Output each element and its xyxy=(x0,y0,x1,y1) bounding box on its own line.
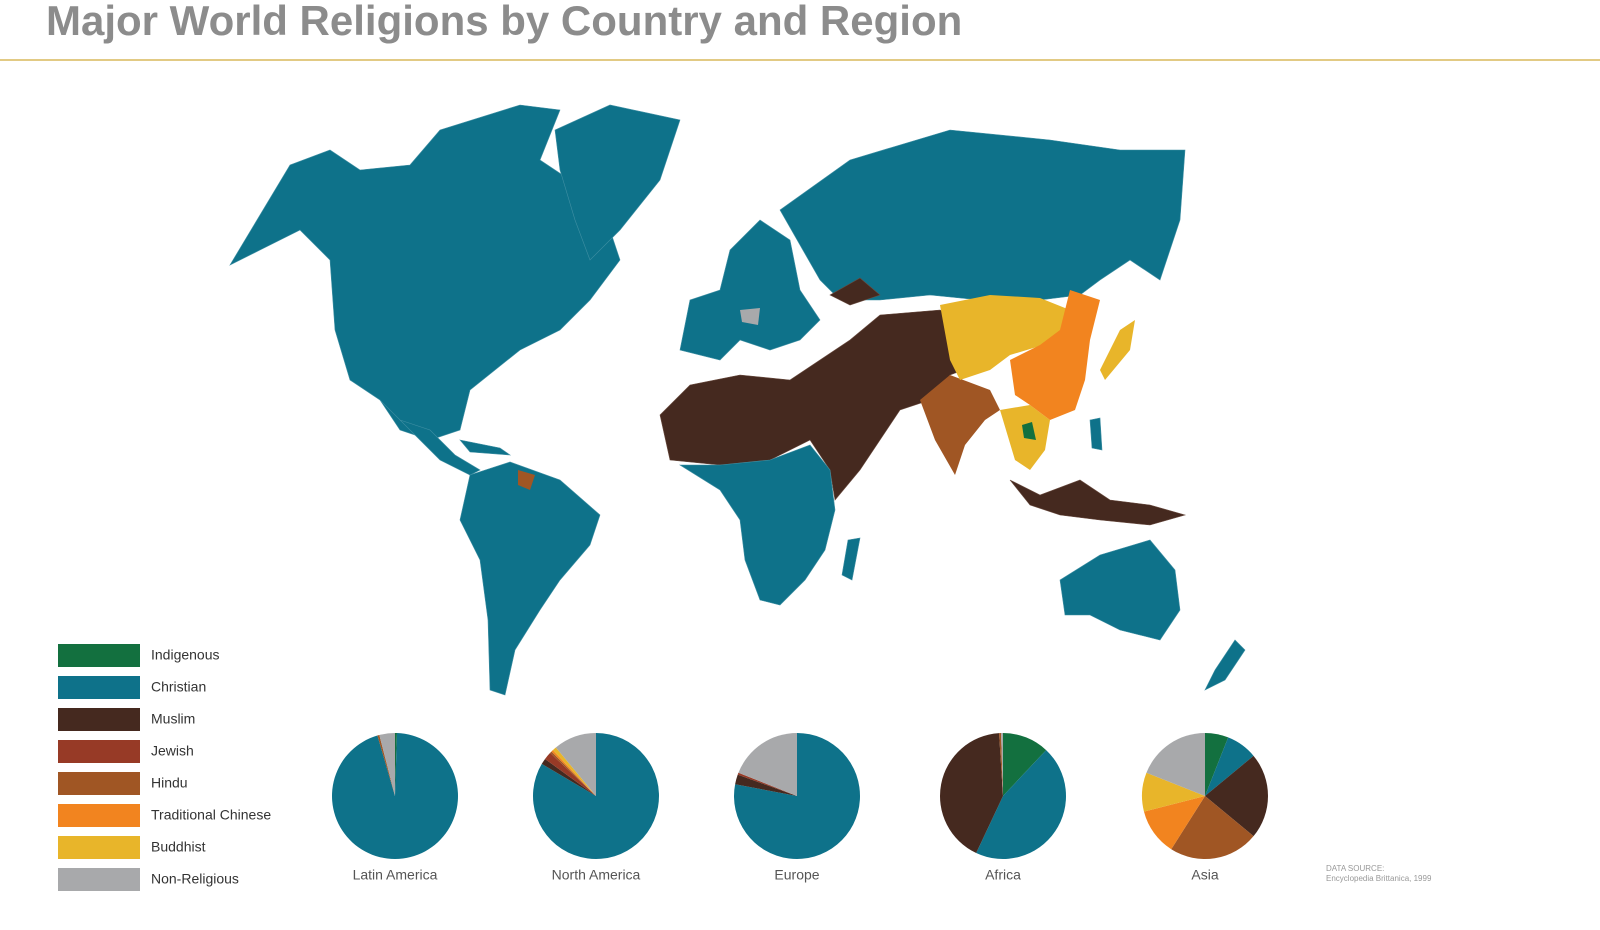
legend-label: Jewish xyxy=(151,743,194,759)
legend: Indigenous Christian Muslim Jewish Hindu Trad… xyxy=(58,644,271,891)
pie-slice xyxy=(1143,796,1205,850)
source-text: Encyclopedia Brittanica, 1999 xyxy=(1326,874,1432,883)
pie-label: North America xyxy=(552,867,641,883)
japan xyxy=(1100,320,1135,380)
indonesia xyxy=(1009,479,1187,526)
pie-slice xyxy=(1205,755,1269,837)
title: Major World Religions by Country and Reg… xyxy=(46,0,962,44)
legend-label: Christian xyxy=(151,679,206,695)
pie-slice xyxy=(1171,796,1254,859)
pie-slice xyxy=(545,752,596,796)
world-map xyxy=(229,104,1246,696)
europe xyxy=(679,219,821,361)
czechia xyxy=(740,308,760,325)
new-zealand xyxy=(1204,639,1246,691)
africa xyxy=(678,444,836,606)
caribbean xyxy=(459,439,512,456)
pie-slice xyxy=(541,758,596,796)
legend-swatch xyxy=(58,836,140,859)
legend-label: Traditional Chinese xyxy=(151,807,271,823)
pie-slice xyxy=(1142,772,1205,812)
legend-swatch xyxy=(58,676,140,699)
pie-slice xyxy=(395,733,397,796)
legend-label: Buddhist xyxy=(151,839,206,855)
pie-slice xyxy=(1205,733,1229,796)
south-america xyxy=(459,461,601,696)
india xyxy=(920,375,1000,475)
philippines xyxy=(1089,417,1103,451)
russia xyxy=(779,129,1186,301)
legend-swatch xyxy=(58,804,140,827)
pie-label: Africa xyxy=(985,867,1021,883)
laos xyxy=(1022,422,1036,440)
pie-slice xyxy=(735,774,797,796)
legend-label: Muslim xyxy=(151,711,195,727)
north-america xyxy=(229,104,621,441)
pie-slice xyxy=(940,733,1003,854)
pie-slice xyxy=(1001,733,1003,796)
legend-swatch xyxy=(58,740,140,763)
pie-label: Asia xyxy=(1191,867,1218,883)
legend-label: Indigenous xyxy=(151,647,220,663)
source-heading: DATA SOURCE: xyxy=(1326,864,1384,873)
pie-slice xyxy=(1003,733,1047,796)
pie-slice xyxy=(377,734,395,796)
central-america xyxy=(379,399,481,476)
pie-slice xyxy=(738,733,797,796)
legend-swatch xyxy=(58,868,140,891)
greenland xyxy=(554,104,681,261)
madagascar xyxy=(841,537,861,581)
australia xyxy=(1059,539,1181,641)
legend-label: Non-Religious xyxy=(151,871,239,887)
pie-slice xyxy=(734,733,861,860)
guyana xyxy=(518,470,535,490)
pie-slice xyxy=(379,733,395,796)
pie-slice xyxy=(551,750,596,796)
legend-swatch xyxy=(58,772,140,795)
pie-slice xyxy=(552,747,596,796)
pie-charts: Latin America North America Europe Africa As… xyxy=(332,732,1269,883)
tatarstan xyxy=(829,277,881,306)
china xyxy=(1010,290,1100,420)
pie-slice xyxy=(533,732,660,860)
pie-slice xyxy=(976,750,1067,859)
pie-slice xyxy=(1205,737,1254,796)
pie-label: Europe xyxy=(774,867,819,883)
pie-slice xyxy=(999,733,1003,796)
legend-label: Hindu xyxy=(151,775,188,791)
pie-slice xyxy=(550,751,596,796)
legend-swatch xyxy=(58,644,140,667)
legend-swatch xyxy=(58,708,140,731)
pie-slice xyxy=(1146,733,1205,796)
pie-slice xyxy=(332,733,459,859)
pie-label: Latin America xyxy=(353,867,438,883)
buddhist-asia xyxy=(940,295,1070,380)
pie-slice xyxy=(737,772,797,796)
pie-slice xyxy=(555,733,596,796)
